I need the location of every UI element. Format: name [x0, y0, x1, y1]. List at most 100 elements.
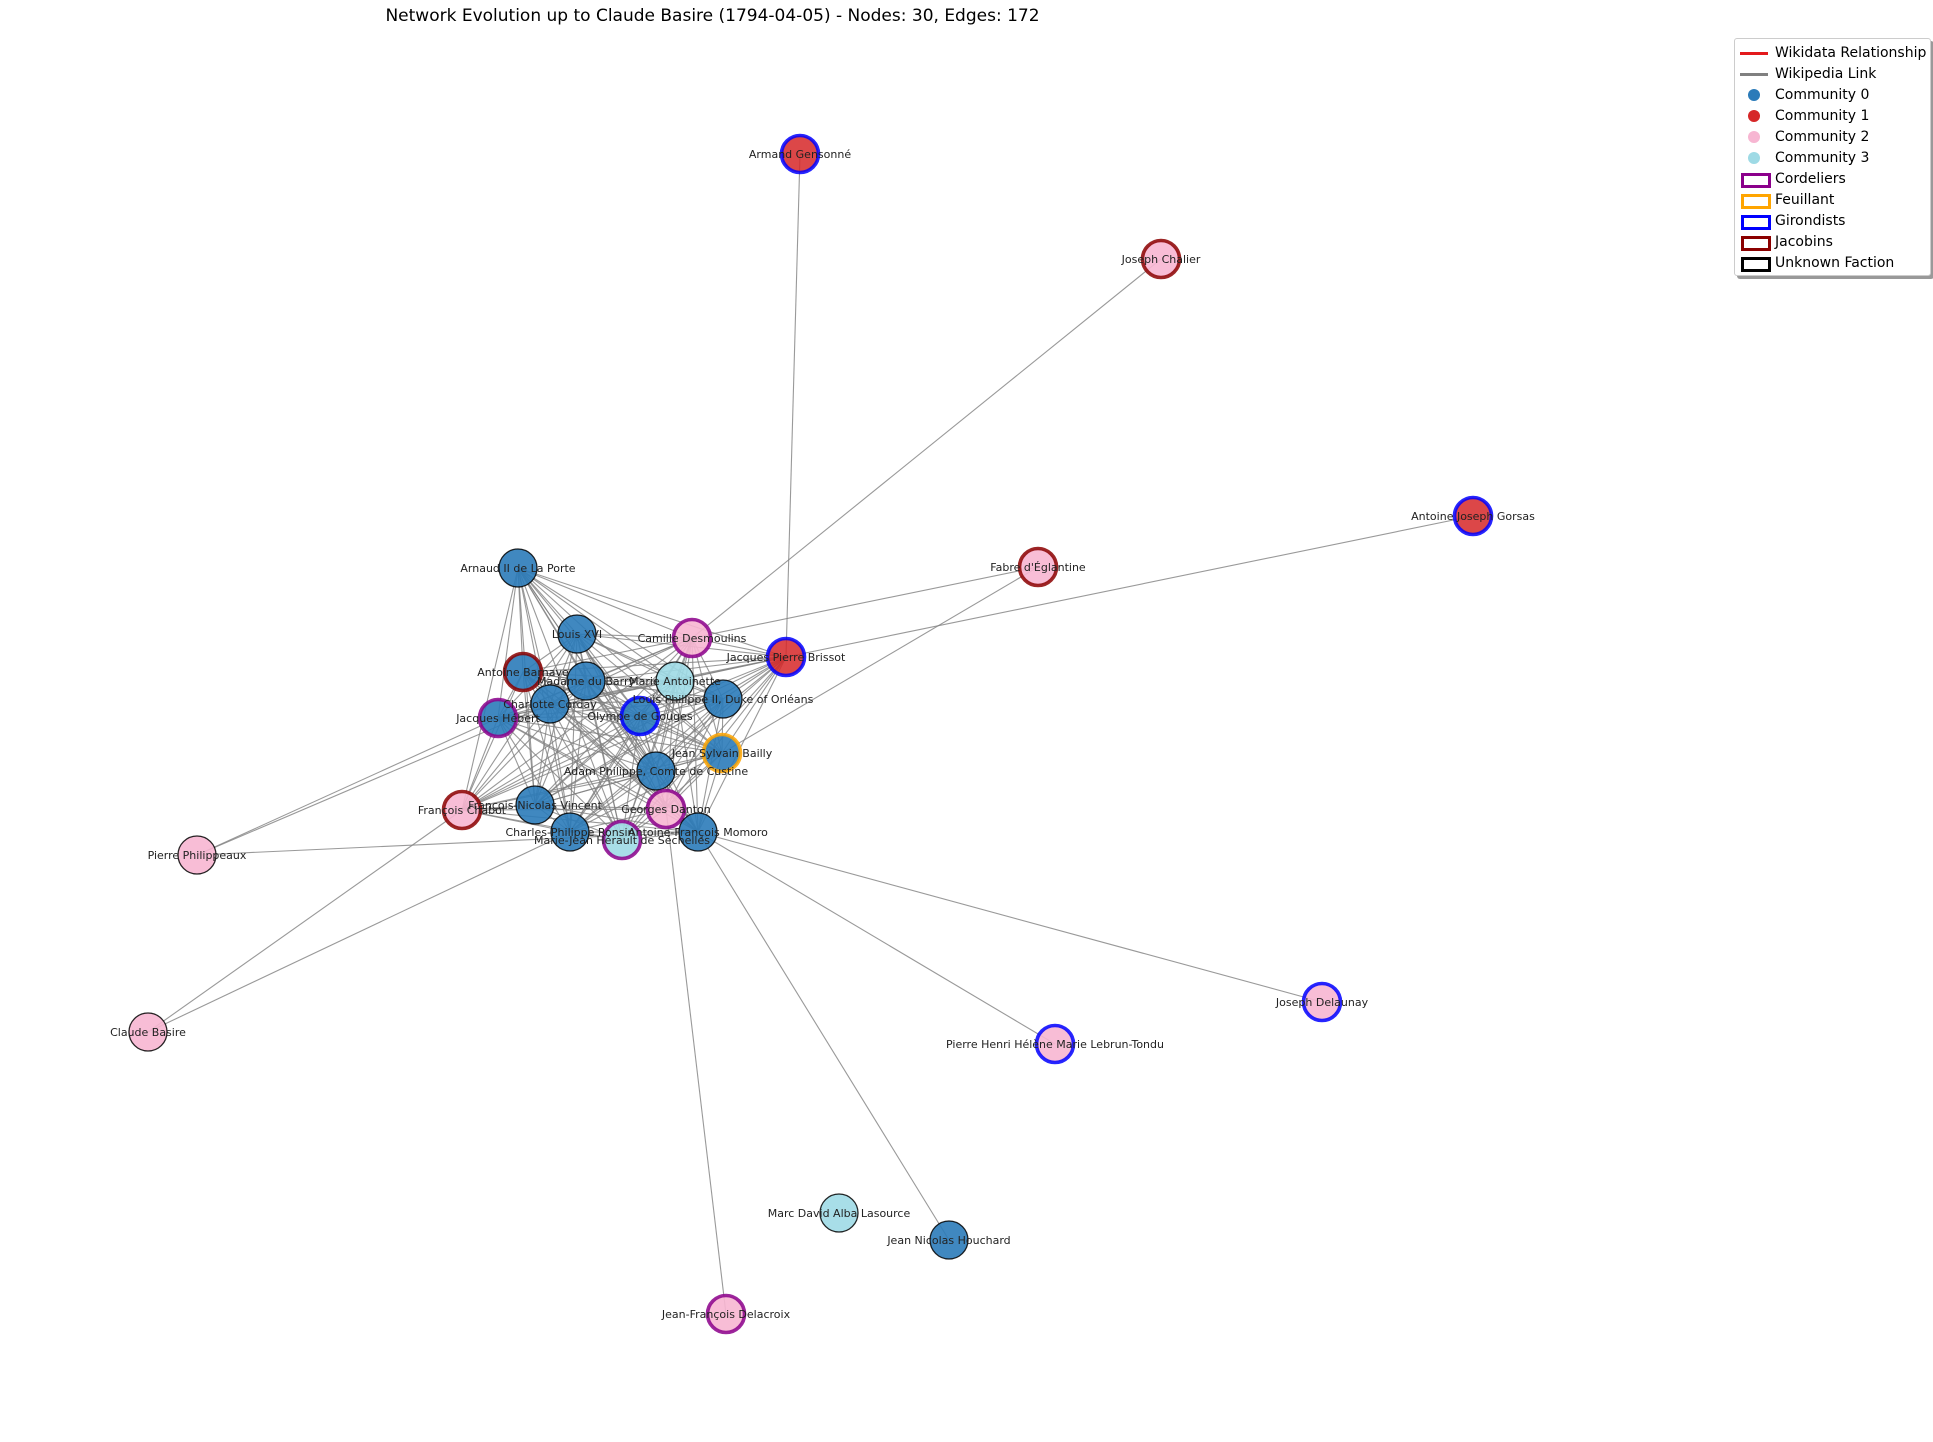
edge-barnave-chabot [461, 671, 524, 811]
node-vincent[interactable] [515, 785, 555, 825]
legend-label: Girondists [1775, 213, 1846, 229]
node-herault[interactable] [601, 819, 643, 861]
node-lebrun[interactable] [1034, 1023, 1076, 1065]
node-chalier[interactable] [1140, 238, 1182, 280]
node-label-fabre: Fabre d'Églantine [990, 561, 1086, 574]
edge-vincent-danton [534, 804, 667, 810]
node-louis16[interactable] [557, 614, 597, 654]
node-gorsas[interactable] [1452, 495, 1494, 537]
edge-custine-chabot [461, 770, 657, 811]
node-label-lebrun: Pierre Henri Hélène Marie Lebrun-Tondu [946, 1038, 1164, 1051]
node-barnave[interactable] [502, 651, 544, 693]
node-fabre[interactable] [1017, 546, 1059, 588]
edge-brissot-vincent [534, 656, 787, 806]
legend-swatch [1748, 152, 1760, 164]
edge-desmoulins-custine [655, 637, 693, 772]
edge-arnaud-brissot [517, 567, 787, 658]
edge-orleans-danton [665, 698, 724, 810]
legend-label: Jacobins [1775, 234, 1833, 250]
edge-fabre-bailly [721, 566, 1039, 754]
node-delacroix[interactable] [705, 1293, 747, 1335]
node-label-arnaud: Arnaud II de La Porte [460, 562, 575, 575]
node-philippeaux[interactable] [177, 835, 217, 875]
edge-louis16-orleans [576, 633, 724, 700]
edge-hebert-custine [497, 717, 657, 772]
node-chabot[interactable] [441, 789, 483, 831]
edge-dubarry-orleans [585, 680, 724, 700]
node-label-gorsas: Antoine Joseph Gorsas [1411, 510, 1535, 523]
node-desmoulins[interactable] [671, 617, 713, 659]
node-dubarry[interactable] [566, 661, 606, 701]
edge-bailly-chabot [461, 752, 723, 811]
node-label-lasource: Marc David Alba Lasource [768, 1207, 911, 1220]
node-momoro[interactable] [678, 812, 718, 852]
edge-brissot-ronsin [569, 656, 787, 833]
edge-hebert-danton [497, 717, 667, 810]
node-lasource[interactable] [819, 1193, 859, 1233]
node-hebert[interactable] [477, 697, 519, 739]
node-armand[interactable] [779, 133, 821, 175]
legend-item-wikidata-relationship: Wikidata Relationship [1735, 43, 1926, 63]
legend-label: Unknown Faction [1775, 255, 1895, 271]
legend-swatch [1741, 215, 1771, 230]
edge-hebert-ronsin [497, 717, 571, 833]
edge-arnaud-antoinette [517, 567, 676, 682]
legend-swatch [1741, 173, 1771, 188]
node-brissot[interactable] [765, 636, 807, 678]
edge-corday-danton [549, 703, 667, 810]
node-delaunay[interactable] [1301, 981, 1343, 1023]
edge-louis16-chabot [461, 633, 578, 811]
node-custine[interactable] [636, 751, 676, 791]
edge-arnaud-chabot [461, 567, 519, 811]
edge-hebert-bailly [497, 717, 723, 754]
legend-label: Community 2 [1775, 129, 1870, 145]
node-corday[interactable] [530, 684, 570, 724]
nodes-layer [128, 133, 1494, 1335]
node-label-chalier: Joseph Chalier [1121, 253, 1201, 266]
legend-item-jacobins: Jacobins [1735, 232, 1833, 252]
node-danton[interactable] [645, 788, 687, 830]
node-label-vincent: François-Nicolas Vincent [468, 799, 602, 812]
node-antoinette[interactable] [655, 661, 695, 701]
node-label-herault: Marie-Jean Hérault de Séchelles [534, 834, 710, 847]
node-orleans[interactable] [703, 679, 743, 719]
legend-swatch [1748, 131, 1760, 143]
node-gouges[interactable] [619, 695, 661, 737]
legend-item-community-0: Community 0 [1735, 85, 1869, 105]
edge-chalier-desmoulins [691, 258, 1162, 639]
legend-item-cordeliers: Cordeliers [1735, 169, 1846, 189]
legend-label: Community 0 [1775, 87, 1870, 103]
edge-arnaud-herault [517, 567, 623, 841]
legend-label: Community 1 [1775, 108, 1870, 124]
legend-item-community-1: Community 1 [1735, 106, 1869, 126]
node-label-corday: Charlotte Corday [503, 698, 597, 711]
edge-hebert-gouges [497, 715, 641, 719]
node-houchard[interactable] [929, 1220, 969, 1260]
edge-gorsas-brissot [785, 515, 1474, 658]
legend-swatch [1748, 89, 1760, 101]
node-label-hebert: Jacques Hébert [455, 712, 540, 725]
legend-label: Wikidata Relationship [1775, 45, 1927, 61]
edge-custine-vincent [534, 770, 657, 806]
node-label-momoro: Antoine-François Momoro [628, 826, 768, 839]
node-label-ronsin: Charles-Philippe Ronsin [505, 826, 634, 839]
node-ronsin[interactable] [550, 812, 590, 852]
node-basire[interactable] [128, 1012, 168, 1052]
legend-label: Cordeliers [1775, 171, 1846, 187]
edge-lebrun-momoro [697, 831, 1056, 1045]
edge-chabot-herault [461, 809, 623, 841]
node-label-delacroix: Jean-François Delacroix [661, 1308, 791, 1321]
legend-label: Wikipedia Link [1775, 66, 1877, 82]
edge-barnave-vincent [522, 671, 536, 806]
edge-brissot-momoro [697, 656, 787, 833]
legend-swatch [1741, 257, 1771, 272]
legend: Wikidata Relationship Wikipedia Link Commu… [1734, 38, 1931, 276]
node-bailly[interactable] [701, 732, 743, 774]
edge-antoinette-momoro [674, 680, 699, 833]
legend-item-wikipedia-link: Wikipedia Link [1735, 64, 1876, 84]
node-label-dubarry: Madame du Barry [537, 675, 636, 688]
node-arnaud[interactable] [498, 548, 538, 588]
edge-louis16-bailly [576, 633, 723, 754]
legend-swatch [1740, 52, 1768, 55]
node-label-chabot: François Chabot [418, 804, 507, 817]
